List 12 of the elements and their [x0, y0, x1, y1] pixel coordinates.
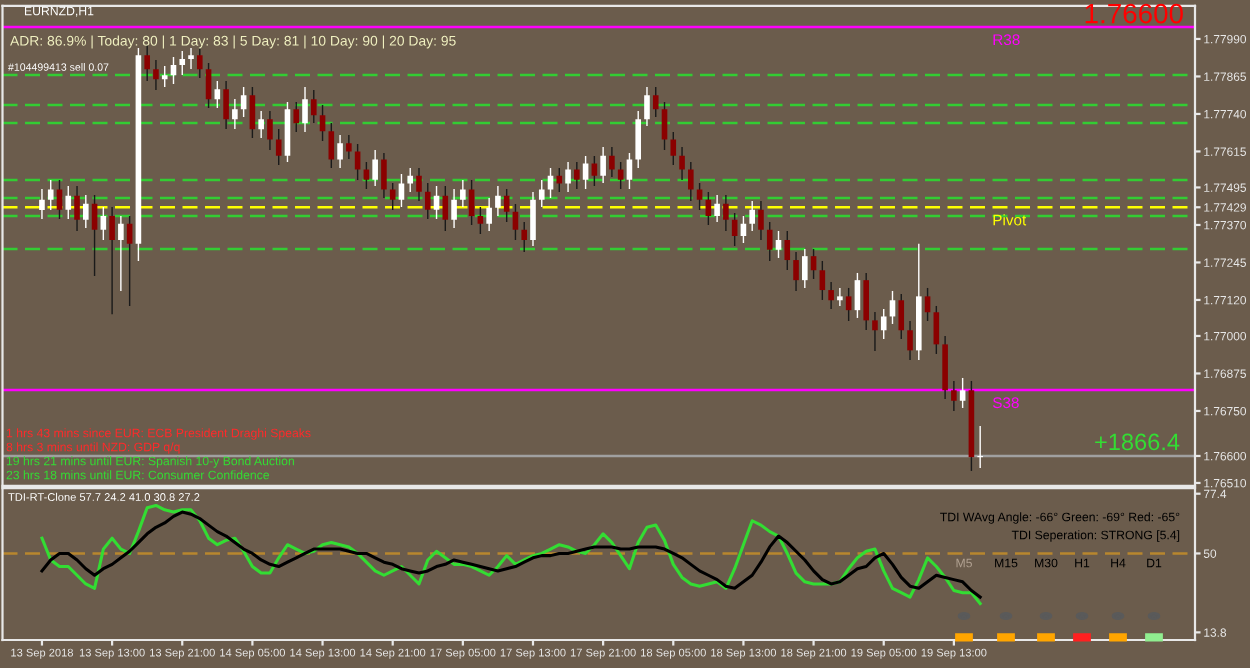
candlestick [346, 134, 352, 159]
candlestick [153, 59, 159, 90]
candlestick [118, 215, 124, 291]
candlestick [188, 47, 194, 69]
candlestick [951, 380, 957, 411]
annotation: 1.76600 [1085, 3, 1183, 24]
candlestick [39, 188, 45, 219]
candlestick [109, 206, 115, 315]
candlestick [872, 311, 878, 351]
candlestick [837, 287, 843, 306]
annotation: +1866.4 [1095, 433, 1180, 451]
candlestick [232, 98, 238, 129]
